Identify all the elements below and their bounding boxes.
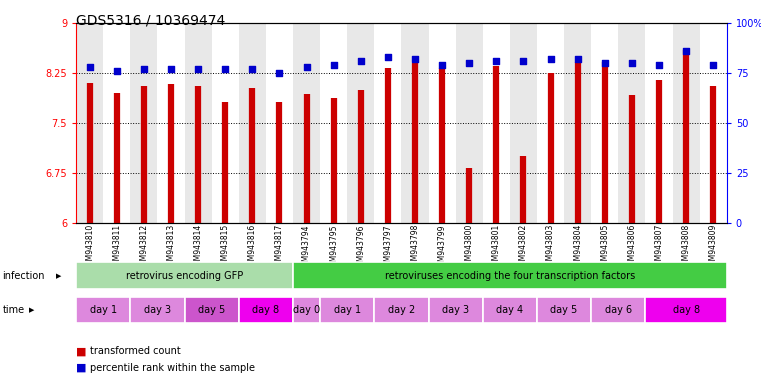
Point: [680, 48, 693, 54]
Bar: [537, 297, 591, 323]
Text: day 1: day 1: [333, 305, 361, 315]
Bar: [76, 23, 103, 223]
Text: day 0: day 0: [293, 305, 320, 315]
Bar: [158, 23, 184, 223]
Bar: [374, 23, 402, 223]
Bar: [76, 297, 130, 323]
Point: [572, 56, 584, 62]
Text: time: time: [2, 305, 24, 315]
Bar: [591, 23, 618, 223]
Text: day 1: day 1: [90, 305, 116, 315]
Text: ■: ■: [76, 363, 87, 373]
Bar: [428, 23, 456, 223]
Bar: [293, 262, 727, 289]
Text: ▶: ▶: [29, 307, 34, 313]
Text: day 5: day 5: [550, 305, 578, 315]
Bar: [618, 23, 645, 223]
Bar: [402, 23, 428, 223]
Point: [192, 66, 204, 72]
Point: [273, 70, 285, 76]
Bar: [673, 23, 699, 223]
Bar: [185, 23, 212, 223]
Point: [517, 58, 530, 64]
Text: day 8: day 8: [253, 305, 279, 315]
Point: [707, 62, 719, 68]
Text: day 3: day 3: [442, 305, 470, 315]
Bar: [645, 297, 727, 323]
Text: day 3: day 3: [144, 305, 171, 315]
Text: day 2: day 2: [388, 305, 415, 315]
Point: [327, 62, 339, 68]
Bar: [699, 23, 727, 223]
Bar: [347, 23, 374, 223]
Bar: [537, 23, 564, 223]
Point: [84, 64, 96, 70]
Point: [247, 66, 259, 72]
Text: day 8: day 8: [673, 305, 699, 315]
Bar: [293, 23, 320, 223]
Text: day 5: day 5: [198, 305, 225, 315]
Point: [165, 66, 177, 72]
Text: ■: ■: [76, 346, 87, 356]
Bar: [320, 297, 374, 323]
Bar: [293, 297, 320, 323]
Bar: [456, 23, 482, 223]
Point: [355, 58, 367, 64]
Point: [544, 56, 556, 62]
Bar: [76, 262, 293, 289]
Bar: [130, 297, 185, 323]
Text: ▶: ▶: [56, 273, 61, 279]
Bar: [320, 23, 347, 223]
Bar: [212, 23, 239, 223]
Point: [382, 54, 394, 60]
Point: [138, 66, 150, 72]
Point: [301, 64, 313, 70]
Bar: [428, 297, 482, 323]
Point: [110, 68, 123, 74]
Bar: [510, 23, 537, 223]
Point: [219, 66, 231, 72]
Bar: [103, 23, 130, 223]
Bar: [482, 297, 537, 323]
Text: percentile rank within the sample: percentile rank within the sample: [90, 363, 255, 373]
Bar: [185, 297, 239, 323]
Point: [409, 56, 421, 62]
Point: [626, 60, 638, 66]
Bar: [591, 297, 645, 323]
Bar: [645, 23, 673, 223]
Bar: [239, 297, 293, 323]
Point: [436, 62, 448, 68]
Point: [599, 60, 611, 66]
Bar: [374, 297, 428, 323]
Text: infection: infection: [2, 271, 45, 281]
Text: transformed count: transformed count: [90, 346, 180, 356]
Bar: [130, 23, 158, 223]
Bar: [564, 23, 591, 223]
Text: GDS5316 / 10369474: GDS5316 / 10369474: [76, 13, 225, 27]
Point: [490, 58, 502, 64]
Text: day 4: day 4: [496, 305, 524, 315]
Text: day 6: day 6: [605, 305, 632, 315]
Point: [463, 60, 476, 66]
Bar: [239, 23, 266, 223]
Text: retrovirus encoding GFP: retrovirus encoding GFP: [126, 270, 244, 281]
Bar: [482, 23, 510, 223]
Text: retroviruses encoding the four transcription factors: retroviruses encoding the four transcrip…: [385, 270, 635, 281]
Bar: [266, 23, 293, 223]
Point: [653, 62, 665, 68]
